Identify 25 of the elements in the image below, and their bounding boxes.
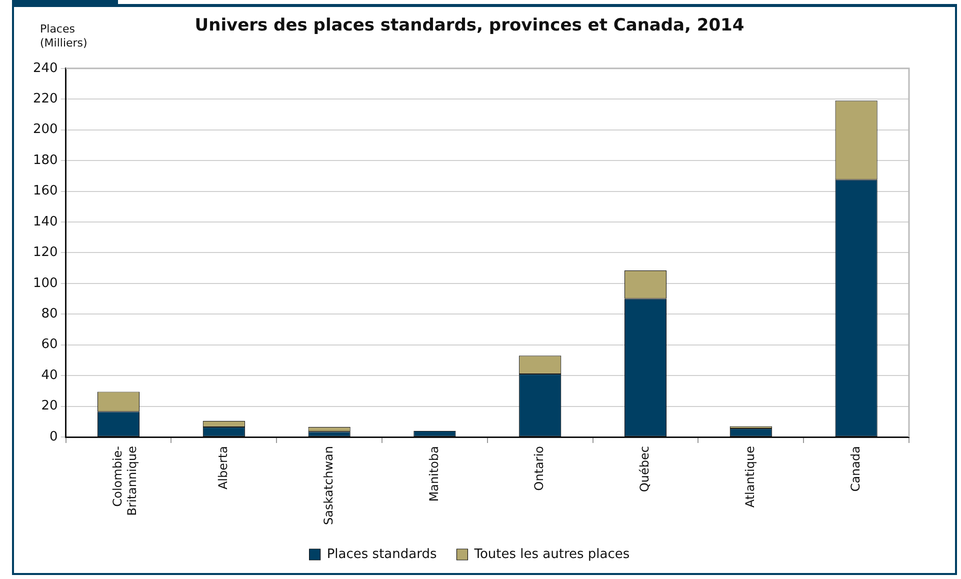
y-tick-label: 100	[32, 276, 58, 291]
y-tick-label: 20	[41, 398, 58, 414]
y-tick-label: 80	[41, 306, 58, 322]
x-tick-label: Atlantique	[743, 446, 758, 508]
x-tick-label: Colombie- Britannique	[110, 446, 140, 516]
x-tick-label: Québec	[638, 446, 652, 492]
x-tick-label: Saskatchwan	[321, 446, 336, 526]
x-tick-label: Alberta	[216, 446, 230, 490]
x-tick-label: Manitoba	[426, 446, 441, 502]
y-tick-label: 160	[32, 184, 58, 199]
y-tick-label: 0	[50, 429, 58, 444]
y-tick-label: 40	[41, 368, 58, 383]
chart-title: Univers des places standards, provinces et Canada, 2014	[194, 16, 744, 36]
legend-label: Toutes les autres places	[473, 546, 630, 562]
x-tick-label: Canada	[848, 446, 862, 492]
legend-label: Places standards	[326, 546, 437, 562]
y-tick-label: 200	[32, 122, 58, 138]
y-tick-label: 140	[32, 214, 58, 230]
y-tick-label: 60	[41, 337, 58, 352]
y-tick-label: 180	[32, 152, 58, 168]
y-axis-title: Places (Milliers)	[40, 22, 88, 50]
x-tick-label: Ontario	[532, 446, 546, 491]
y-tick-label: 220	[32, 91, 58, 106]
y-tick-label: 120	[32, 245, 58, 260]
y-tick-label: 240	[32, 60, 58, 76]
